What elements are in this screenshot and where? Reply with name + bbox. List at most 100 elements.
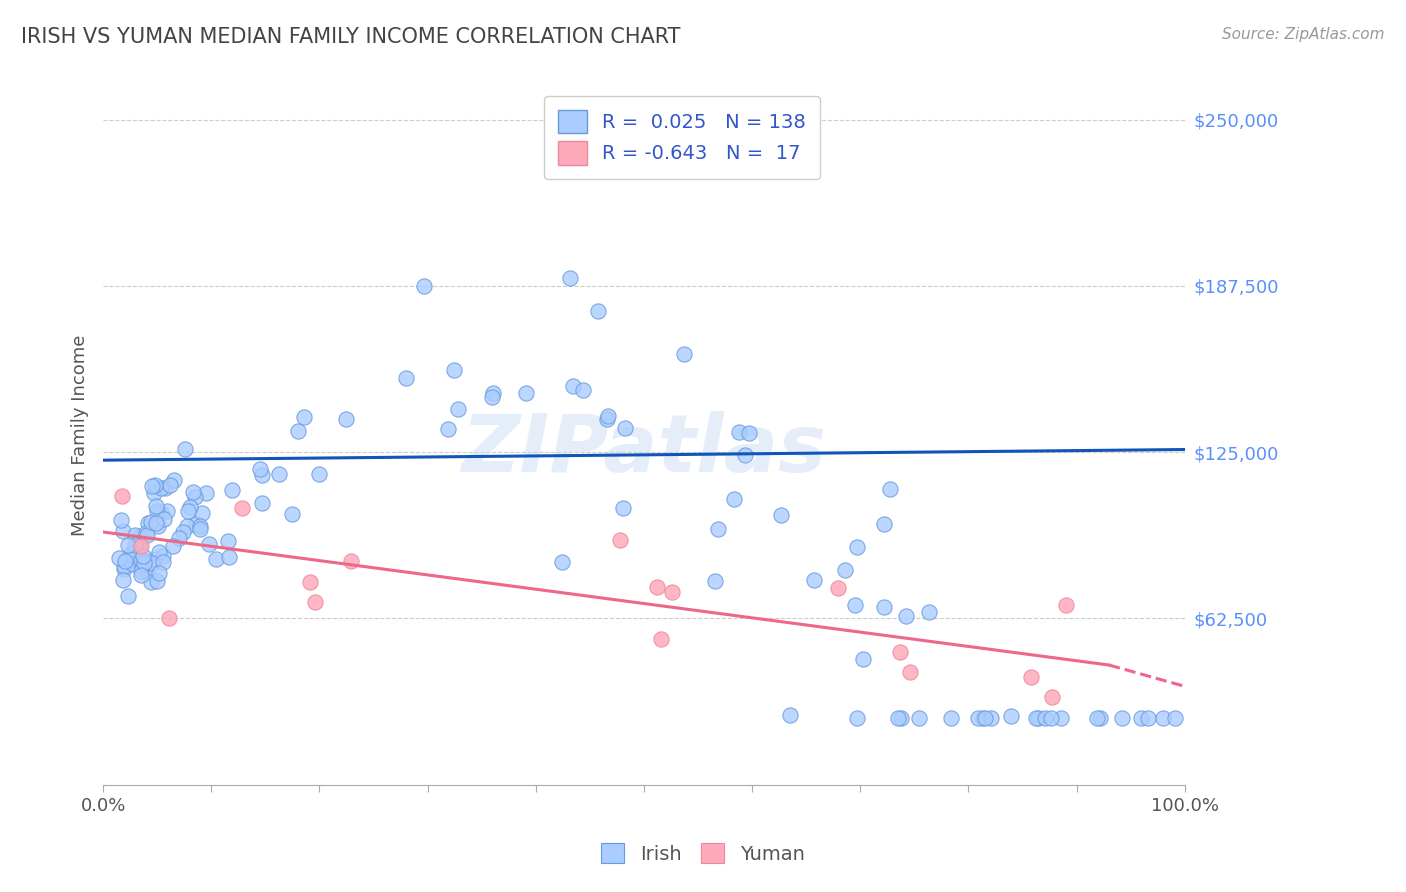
Point bbox=[148, 566, 170, 581]
Point bbox=[1085, 711, 1108, 725]
Point bbox=[769, 508, 792, 523]
Point bbox=[142, 486, 165, 500]
Point bbox=[647, 580, 669, 594]
Point bbox=[1088, 711, 1111, 725]
Point bbox=[481, 390, 503, 404]
Point bbox=[139, 574, 162, 589]
Point bbox=[572, 384, 595, 398]
Point bbox=[117, 538, 139, 552]
Point bbox=[146, 574, 169, 589]
Point bbox=[879, 482, 901, 496]
Point bbox=[707, 522, 730, 536]
Point bbox=[872, 517, 894, 532]
Text: ZIPatlas: ZIPatlas bbox=[461, 410, 827, 489]
Point bbox=[1025, 711, 1047, 725]
Point bbox=[145, 516, 167, 531]
Point bbox=[737, 425, 759, 440]
Point bbox=[124, 528, 146, 542]
Point bbox=[135, 528, 157, 542]
Point bbox=[974, 711, 997, 725]
Point bbox=[294, 410, 316, 425]
Point bbox=[1164, 711, 1187, 725]
Point bbox=[939, 711, 962, 725]
Point bbox=[122, 558, 145, 572]
Point bbox=[1130, 711, 1153, 725]
Point bbox=[162, 539, 184, 553]
Point bbox=[117, 589, 139, 603]
Point bbox=[1152, 711, 1174, 725]
Point bbox=[596, 412, 619, 426]
Point bbox=[908, 711, 931, 725]
Point bbox=[134, 554, 156, 568]
Point bbox=[1040, 690, 1063, 704]
Point bbox=[218, 549, 240, 564]
Point bbox=[112, 524, 135, 538]
Point bbox=[111, 489, 134, 503]
Point bbox=[443, 363, 465, 377]
Point bbox=[723, 492, 745, 507]
Point bbox=[846, 540, 869, 554]
Point bbox=[122, 552, 145, 566]
Point bbox=[834, 563, 856, 577]
Point bbox=[340, 553, 363, 567]
Point bbox=[650, 632, 672, 646]
Point bbox=[267, 467, 290, 481]
Point bbox=[1040, 711, 1063, 725]
Point bbox=[145, 499, 167, 513]
Point bbox=[704, 574, 727, 589]
Point bbox=[395, 371, 418, 385]
Point bbox=[143, 478, 166, 492]
Point bbox=[894, 609, 917, 624]
Point bbox=[252, 496, 274, 510]
Point bbox=[136, 516, 159, 531]
Point bbox=[174, 442, 197, 457]
Point bbox=[827, 581, 849, 595]
Point bbox=[980, 711, 1002, 725]
Point bbox=[152, 512, 174, 526]
Point bbox=[120, 547, 142, 561]
Point bbox=[231, 500, 253, 515]
Point bbox=[335, 412, 357, 426]
Point bbox=[221, 483, 243, 497]
Point bbox=[141, 515, 163, 529]
Point bbox=[728, 425, 751, 440]
Point bbox=[918, 605, 941, 619]
Point bbox=[1049, 711, 1071, 725]
Point bbox=[131, 559, 153, 574]
Point bbox=[149, 506, 172, 520]
Point bbox=[412, 278, 434, 293]
Point bbox=[149, 482, 172, 496]
Point bbox=[188, 519, 211, 533]
Point bbox=[184, 516, 207, 531]
Point bbox=[966, 711, 988, 725]
Point bbox=[156, 504, 179, 518]
Point bbox=[141, 556, 163, 570]
Point bbox=[176, 519, 198, 533]
Point bbox=[287, 424, 309, 438]
Point bbox=[515, 386, 537, 401]
Point bbox=[108, 550, 131, 565]
Legend: R =  0.025   N = 138, R = -0.643   N =  17: R = 0.025 N = 138, R = -0.643 N = 17 bbox=[544, 96, 820, 178]
Point bbox=[129, 540, 152, 554]
Point bbox=[146, 519, 169, 533]
Text: Source: ZipAtlas.com: Source: ZipAtlas.com bbox=[1222, 27, 1385, 42]
Point bbox=[1137, 711, 1160, 725]
Point bbox=[191, 506, 214, 520]
Point bbox=[614, 421, 637, 435]
Point bbox=[131, 564, 153, 578]
Point bbox=[217, 534, 239, 549]
Point bbox=[586, 304, 609, 318]
Point bbox=[887, 711, 910, 725]
Point bbox=[148, 545, 170, 559]
Point bbox=[112, 559, 135, 574]
Point bbox=[163, 473, 186, 487]
Point bbox=[898, 665, 921, 680]
Point bbox=[551, 555, 574, 569]
Point bbox=[890, 711, 912, 725]
Point bbox=[195, 486, 218, 500]
Point bbox=[110, 513, 132, 527]
Point bbox=[181, 484, 204, 499]
Point bbox=[136, 566, 159, 580]
Point bbox=[609, 533, 631, 547]
Point bbox=[852, 652, 875, 666]
